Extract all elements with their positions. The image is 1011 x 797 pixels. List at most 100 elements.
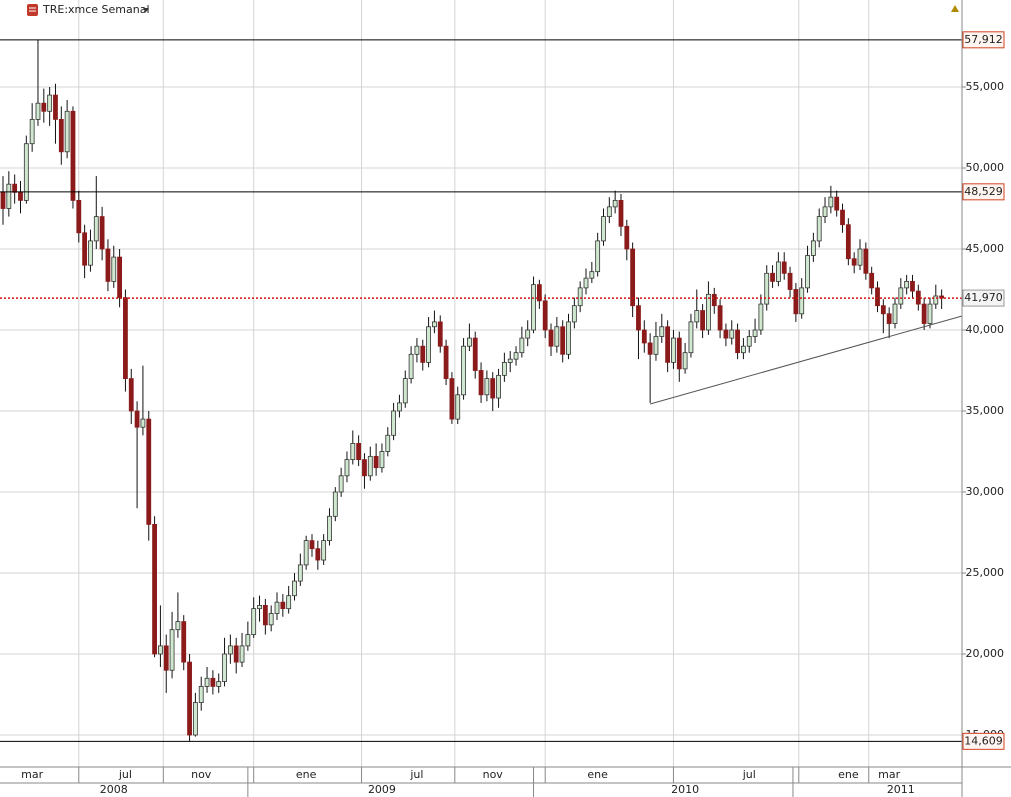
- candle-body: [41, 102, 47, 112]
- candle-body: [851, 258, 857, 266]
- candle-body: [717, 305, 723, 331]
- y-tick-label: 35,000: [966, 404, 1005, 417]
- candle-body: [531, 284, 536, 331]
- candle-body: [82, 232, 88, 266]
- candle-body: [292, 580, 297, 597]
- level-label: 48,529: [964, 185, 1003, 198]
- candle-body: [618, 199, 624, 227]
- candle-body: [88, 240, 93, 266]
- candle-body: [140, 418, 146, 428]
- x-tick-label: mar: [878, 768, 900, 781]
- candle-body: [12, 183, 18, 193]
- candle-body: [647, 342, 653, 355]
- trendline: [649, 315, 963, 405]
- axes: 15,00020,00025,00030,00035,00040,00045,0…: [21, 31, 1005, 797]
- candle-body: [828, 196, 834, 208]
- candle-body: [204, 677, 210, 687]
- candle-body: [0, 191, 6, 209]
- candle-body: [402, 378, 408, 404]
- candle-body: [775, 261, 781, 282]
- candle-body: [466, 337, 472, 347]
- x-tick-label: nov: [483, 768, 504, 781]
- level-box: [962, 31, 1005, 49]
- candle-body: [583, 277, 589, 289]
- year-label: 2011: [887, 783, 915, 796]
- candle-body: [927, 303, 933, 324]
- candle-body: [746, 336, 752, 347]
- candle-body: [513, 352, 519, 360]
- candle-body: [816, 216, 822, 242]
- candle-body: [577, 287, 583, 307]
- symbol-icon: [27, 4, 38, 16]
- candle-body: [612, 199, 618, 208]
- candle-body: [437, 321, 443, 347]
- candle-body: [636, 305, 641, 331]
- candle-body: [222, 653, 227, 682]
- dropdown-arrow[interactable]: [143, 8, 149, 12]
- candle-body: [554, 326, 560, 347]
- candle-body: [286, 595, 292, 610]
- candle-body: [321, 540, 327, 561]
- candle-body: [268, 613, 274, 626]
- candle-body: [58, 118, 64, 153]
- candle-body: [175, 621, 181, 631]
- candle-body: [519, 337, 525, 354]
- candle-body: [729, 329, 735, 339]
- candle-body: [338, 475, 344, 493]
- candle-body: [461, 345, 466, 396]
- candle-body: [309, 540, 315, 550]
- candle-body: [741, 345, 746, 354]
- candle-body: [29, 118, 35, 145]
- candle-body: [787, 272, 793, 290]
- y-tick-label: 30,000: [966, 485, 1005, 498]
- candle-body: [432, 321, 437, 328]
- candle-body: [770, 272, 775, 282]
- candle-body: [904, 280, 910, 289]
- candle-body: [857, 248, 863, 266]
- chart-title[interactable]: TRE:xmce Semanal: [42, 3, 150, 16]
- toolbar-icon[interactable]: [951, 5, 959, 12]
- candle-body: [303, 540, 309, 566]
- candle-body: [18, 191, 23, 201]
- x-tick-label: jul: [409, 768, 423, 781]
- candle-body: [420, 345, 426, 363]
- candle-body: [414, 345, 420, 355]
- candle-body: [455, 394, 461, 420]
- candle-body: [822, 206, 828, 217]
- candle-body: [146, 418, 152, 525]
- candle-body: [128, 378, 134, 412]
- candle-body: [793, 289, 799, 315]
- candle-body: [472, 337, 478, 371]
- candle-body: [875, 287, 880, 307]
- candle-body: [426, 326, 431, 363]
- candle-body: [671, 337, 676, 363]
- candle-body: [560, 326, 566, 355]
- candle-body: [443, 345, 449, 379]
- candle-body: [496, 374, 501, 399]
- candle-body: [35, 102, 41, 120]
- y-tick-label: 50,000: [966, 161, 1005, 174]
- x-tick-label: jul: [118, 768, 132, 781]
- candle-body: [245, 634, 251, 647]
- y-tick-label: 55,000: [966, 80, 1005, 93]
- candle-body: [723, 329, 729, 339]
- candle-body: [327, 515, 332, 542]
- candle-body: [449, 378, 455, 420]
- candle-body: [344, 459, 350, 477]
- x-tick-label: ene: [296, 768, 317, 781]
- candle-body: [694, 310, 700, 323]
- candle-body: [799, 287, 805, 315]
- candle-body: [921, 303, 927, 324]
- level-label: 57,912: [964, 33, 1003, 46]
- candle-body: [589, 271, 595, 279]
- candle-body: [933, 295, 939, 305]
- x-tick-label: ene: [587, 768, 608, 781]
- candle-body: [845, 224, 851, 260]
- candle-body: [688, 321, 694, 354]
- candle-body: [886, 313, 892, 324]
- candle-body: [47, 94, 53, 112]
- candle-body: [117, 256, 122, 298]
- candle-body: [834, 196, 840, 211]
- candle-body: [571, 305, 577, 323]
